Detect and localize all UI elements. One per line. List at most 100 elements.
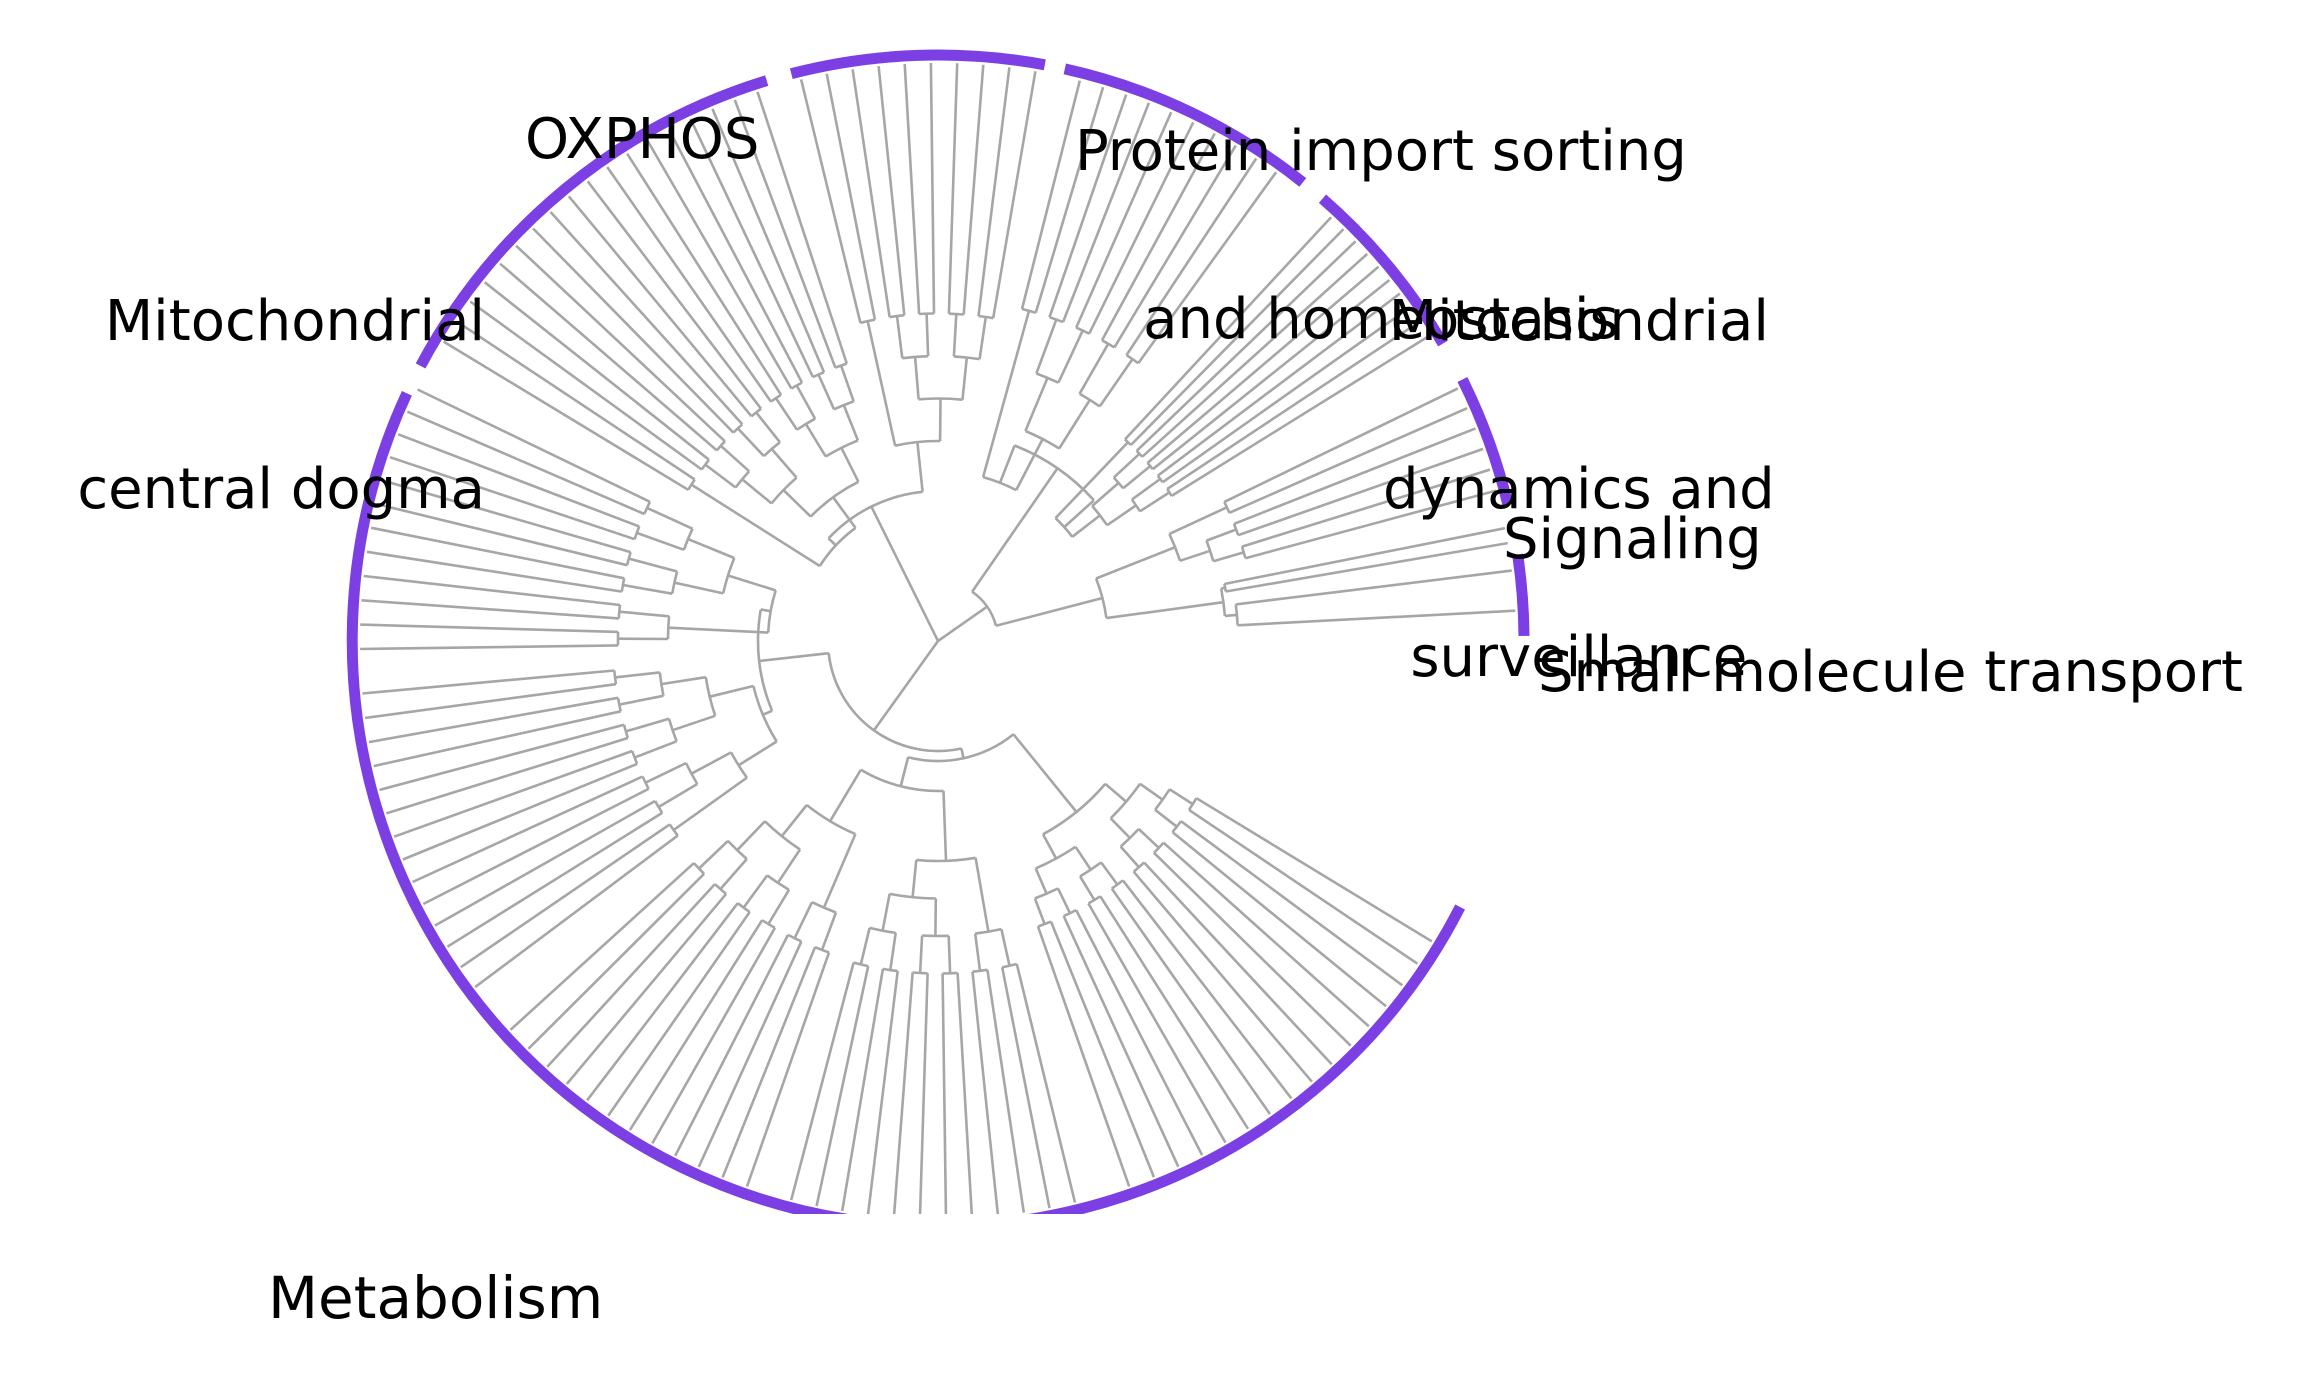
- leaf-branch: [1064, 916, 1179, 1167]
- internal-branch: [806, 424, 826, 457]
- branch-connector-arc: [1155, 789, 1170, 810]
- internal-branch: [629, 559, 677, 572]
- branch-connector-arc: [1035, 888, 1058, 898]
- branch-connector-arc: [768, 590, 776, 632]
- leaf-branch: [1164, 843, 1369, 1027]
- leaf-branch: [608, 912, 750, 1116]
- internal-branch: [841, 448, 858, 482]
- internal-branch: [728, 576, 776, 591]
- leaf-branch: [1134, 872, 1312, 1082]
- branch-connector-arc: [762, 920, 775, 928]
- leaf-branch: [360, 625, 618, 632]
- label-central-dogma: Mitochondrial central dogma: [3, 182, 485, 574]
- internal-branch: [691, 485, 819, 566]
- leaf-branch: [868, 971, 898, 1214]
- leaf-branch: [747, 953, 829, 1187]
- internal-branch: [1001, 929, 1009, 966]
- leaf-branch: [1154, 853, 1351, 1046]
- internal-branch: [738, 428, 764, 456]
- internal-branch: [772, 449, 797, 478]
- internal-branch: [954, 314, 956, 356]
- internal-branch: [963, 358, 967, 400]
- label-metabolism-line-1: Metabolism: [268, 1269, 603, 1327]
- branch-connector-arc: [1132, 500, 1140, 512]
- branch-connector-arc: [812, 902, 836, 912]
- internal-branch: [659, 784, 698, 807]
- internal-branch: [1014, 734, 1077, 812]
- internal-branch: [915, 357, 919, 399]
- label-dynamics-line-1: Mitochondrial: [1383, 294, 1775, 350]
- branch-connector-arc: [913, 973, 928, 974]
- internal-branch: [668, 628, 768, 633]
- branch-connector-arc: [1189, 798, 1196, 810]
- internal-branch: [1058, 888, 1070, 913]
- leaf-branch: [435, 801, 655, 926]
- internal-branch: [742, 479, 771, 503]
- branch-connector-arc: [622, 578, 624, 591]
- internal-branch: [975, 934, 980, 971]
- internal-branch: [1180, 551, 1210, 561]
- internal-branch: [739, 742, 777, 766]
- internal-branch: [1092, 483, 1118, 506]
- internal-branch: [1132, 479, 1160, 500]
- internal-branch: [819, 375, 835, 410]
- branch-connector-arc: [668, 616, 669, 639]
- arc-oxphos: [791, 55, 1045, 74]
- label-central-dogma-line-2: central dogma: [3, 462, 485, 518]
- branch-connector-arc: [797, 419, 815, 430]
- internal-branch: [890, 933, 895, 970]
- internal-branch: [1107, 505, 1136, 525]
- branch-connector-arc: [890, 315, 905, 317]
- internal-branch: [1025, 378, 1047, 431]
- internal-branch: [661, 677, 706, 684]
- leaf-branch: [1189, 810, 1418, 964]
- leaf-branch: [587, 903, 738, 1100]
- branch-connector-arc: [1080, 862, 1101, 876]
- internal-branch: [822, 913, 836, 950]
- internal-branch: [874, 641, 938, 730]
- internal-branch: [797, 386, 815, 419]
- leaf-branch: [361, 600, 618, 618]
- internal-branch: [673, 716, 716, 730]
- internal-branch: [1076, 847, 1091, 870]
- branch-connector-arc: [767, 875, 789, 889]
- branch-connector-arc: [902, 356, 928, 358]
- branch-connector-arc: [826, 440, 858, 456]
- leaf-branch: [510, 863, 694, 1030]
- branch-connector-arc: [1236, 604, 1238, 625]
- internal-branch: [883, 894, 890, 931]
- label-protein-import-line-1: Protein import sorting: [1075, 124, 1687, 180]
- internal-branch: [913, 860, 917, 897]
- label-metabolism: Metabolism: [268, 1153, 603, 1385]
- internal-branch: [637, 533, 684, 550]
- internal-branch: [1000, 446, 1015, 483]
- internal-branch: [1207, 530, 1237, 541]
- branch-connector-arc: [979, 316, 994, 318]
- internal-branch: [841, 366, 854, 402]
- internal-branch: [721, 446, 749, 471]
- branch-connector-arc: [973, 970, 988, 972]
- leaf-branch: [364, 576, 620, 605]
- internal-branch: [830, 770, 861, 822]
- internal-branch: [756, 413, 780, 443]
- internal-branch: [784, 490, 811, 516]
- internal-branch: [647, 508, 693, 529]
- branch-connector-arc: [860, 320, 875, 323]
- internal-branch: [861, 928, 870, 965]
- leaf-branch: [699, 941, 802, 1167]
- leaf-branch: [894, 973, 913, 1215]
- leaf-branch: [1038, 927, 1129, 1187]
- internal-branch: [763, 711, 772, 715]
- internal-branch: [949, 936, 950, 974]
- branch-connector-arc: [686, 763, 697, 784]
- internal-branch: [674, 583, 723, 594]
- branch-connector-arc: [1092, 506, 1107, 525]
- branch-connector-arc: [627, 552, 631, 565]
- internal-branch: [1059, 400, 1090, 449]
- internal-branch: [776, 398, 797, 430]
- internal-branch: [691, 752, 731, 773]
- branch-connector-arc: [736, 471, 750, 487]
- leaf-branch: [386, 738, 628, 813]
- internal-branch: [829, 538, 836, 545]
- internal-branch: [938, 607, 987, 641]
